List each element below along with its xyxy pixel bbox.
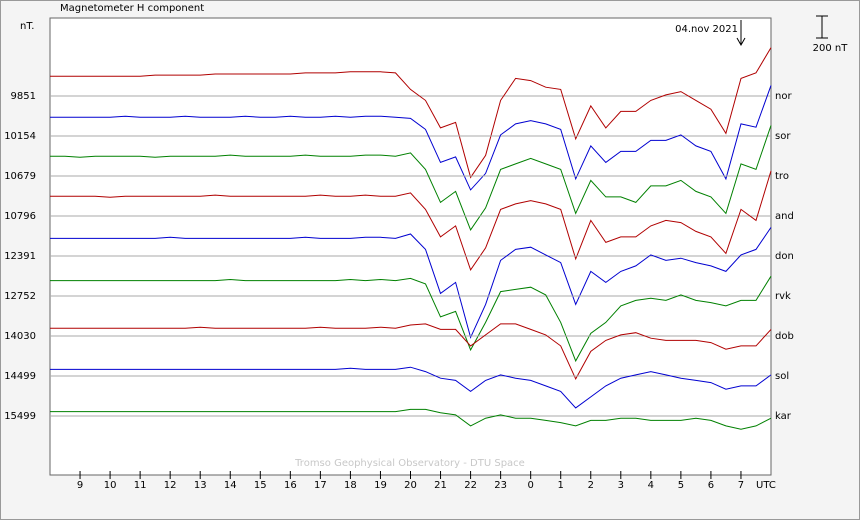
scale-label: 200 nT bbox=[813, 43, 849, 54]
x-tick-label: 19 bbox=[374, 480, 387, 491]
station-label: kar bbox=[775, 411, 792, 422]
x-tick-label: 6 bbox=[708, 480, 714, 491]
chart-title: Magnetometer H component bbox=[60, 3, 204, 14]
date-annotation: 04.nov 2021 bbox=[675, 24, 738, 35]
station-label: rvk bbox=[775, 291, 791, 302]
x-tick-label: 22 bbox=[464, 480, 477, 491]
station-label: dob bbox=[775, 331, 794, 342]
trace bbox=[50, 47, 772, 179]
baseline-label: 14030 bbox=[4, 331, 36, 342]
x-tick-label: 2 bbox=[588, 480, 594, 491]
y-unit: nT. bbox=[20, 21, 34, 32]
x-tick-label: 14 bbox=[224, 480, 237, 491]
x-tick-label: 13 bbox=[194, 480, 207, 491]
x-tick-label: 5 bbox=[678, 480, 684, 491]
baseline-label: 12391 bbox=[4, 251, 36, 262]
station-label: don bbox=[775, 251, 794, 262]
x-tick-label: 21 bbox=[434, 480, 447, 491]
trace bbox=[50, 323, 772, 381]
x-tick-label: 16 bbox=[284, 480, 297, 491]
x-tick-label: 18 bbox=[344, 480, 357, 491]
scale-bar bbox=[816, 15, 828, 39]
station-label: nor bbox=[775, 91, 792, 102]
baseline-label: 10796 bbox=[4, 211, 36, 222]
x-tick-label: 17 bbox=[314, 480, 327, 491]
station-label: sol bbox=[775, 371, 789, 382]
x-tick-label: 3 bbox=[618, 480, 624, 491]
x-tick-label: 11 bbox=[134, 480, 147, 491]
x-tick-label: 1 bbox=[558, 480, 564, 491]
x-tick-label: 23 bbox=[494, 480, 507, 491]
trace bbox=[50, 408, 772, 430]
baseline-label: 15499 bbox=[4, 411, 36, 422]
x-unit: UTC bbox=[756, 480, 776, 491]
trace bbox=[50, 125, 772, 231]
trace bbox=[50, 227, 772, 339]
credit: Tromso Geophysical Observatory - DTU Spa… bbox=[294, 458, 525, 469]
x-tick-label: 10 bbox=[104, 480, 117, 491]
x-tick-label: 15 bbox=[254, 480, 267, 491]
trace bbox=[50, 275, 772, 363]
station-label: tro bbox=[775, 171, 789, 182]
station-label: and bbox=[775, 211, 794, 222]
x-tick-label: 9 bbox=[77, 480, 83, 491]
x-tick-label: 20 bbox=[404, 480, 417, 491]
trace bbox=[50, 85, 772, 191]
x-tick-label: 7 bbox=[738, 480, 744, 491]
trace bbox=[50, 366, 772, 409]
plot-area bbox=[49, 17, 772, 476]
baseline-label: 10154 bbox=[4, 131, 36, 142]
baseline-label: 10679 bbox=[4, 171, 36, 182]
x-tick-label: 12 bbox=[164, 480, 177, 491]
baseline-label: 12752 bbox=[4, 291, 36, 302]
station-label: sor bbox=[775, 131, 791, 142]
x-tick-label: 0 bbox=[527, 480, 533, 491]
baseline-label: 14499 bbox=[4, 371, 36, 382]
date-arrow bbox=[736, 20, 746, 47]
x-tick-label: 4 bbox=[648, 480, 654, 491]
baseline-label: 9851 bbox=[11, 91, 36, 102]
trace bbox=[50, 170, 772, 272]
